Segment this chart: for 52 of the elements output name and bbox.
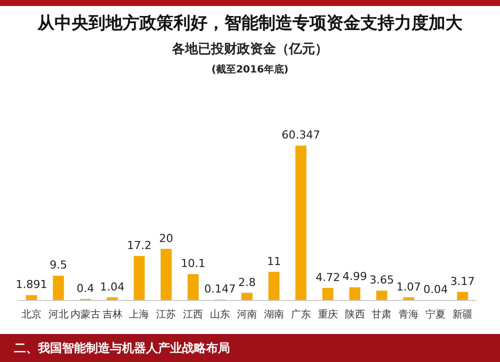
x-tick-label: 新疆 [452,308,473,320]
bar [242,292,252,300]
data-label: 0.4 [76,282,94,295]
data-label: 11 [266,254,281,268]
data-label: 10.1 [180,257,206,270]
x-tick-label: 青海 [398,308,419,320]
bar [106,297,118,300]
x-tick-label: 江西 [183,308,204,320]
data-label: 60.347 [282,128,320,142]
data-label: 0.04 [423,282,448,296]
bar [295,146,306,300]
x-tick-label: 上海 [129,308,150,320]
data-label: 4.72 [316,270,340,284]
text: (截至2016年底) [212,64,288,76]
bar [403,297,414,300]
data-label: 1.891 [16,278,48,292]
x-tick-label: 吉林 [102,308,122,320]
x-tick-label: 广东 [290,308,311,320]
data-label: 17.2 [126,239,152,252]
bar [134,256,145,300]
bar [457,292,468,300]
x-tick-label: 江苏 [156,308,176,320]
x-tick-label: 河北 [48,308,68,320]
chart-subtitle: 各地已投财政资金（亿元） [171,42,328,57]
x-tick-label: 湖南 [264,308,284,320]
bar [52,276,64,300]
bar [349,287,360,300]
bar [160,248,172,300]
data-label: 1.04 [100,280,125,294]
chart-title: 从中央到地方政策利好，智能制造专项资金支持力度加大 [36,14,464,34]
data-label: 3.65 [369,274,394,287]
data-label: 2.8 [238,276,256,289]
x-tick-label: 山东 [210,308,230,320]
bar [188,274,199,300]
data-label: 9.5 [50,258,68,272]
data-label: 1.07 [396,280,421,294]
bar [268,272,280,300]
x-tick-label: 河南 [237,308,257,320]
bar [26,295,37,300]
data-label: 20 [159,232,174,245]
bar [376,290,388,300]
data-label: 3.17 [450,274,475,288]
x-tick-label: 重庆 [318,308,338,320]
text: 二、我国智能制造与机器人产业战略布局 [0,334,500,362]
data-label: 0.147 [204,282,236,296]
x-tick-label: 内蒙古 [70,308,100,320]
x-tick-label: 甘肃 [372,308,392,320]
x-tick-label: 陕西 [344,308,365,320]
x-tick-label: 北京 [21,308,42,320]
bar [322,288,334,300]
x-tick-label: 宁夏 [426,308,446,320]
data-label: 4.99 [342,270,368,284]
